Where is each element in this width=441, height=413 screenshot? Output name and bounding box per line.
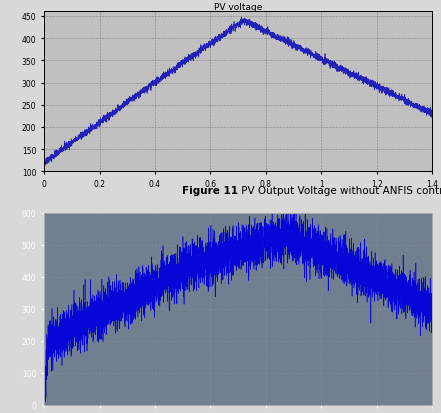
Text: Figure 11: Figure 11: [182, 185, 238, 195]
Title: PV voltage: PV voltage: [214, 3, 262, 12]
Text: PV Output Voltage without ANFIS controller: PV Output Voltage without ANFIS controll…: [238, 185, 441, 195]
